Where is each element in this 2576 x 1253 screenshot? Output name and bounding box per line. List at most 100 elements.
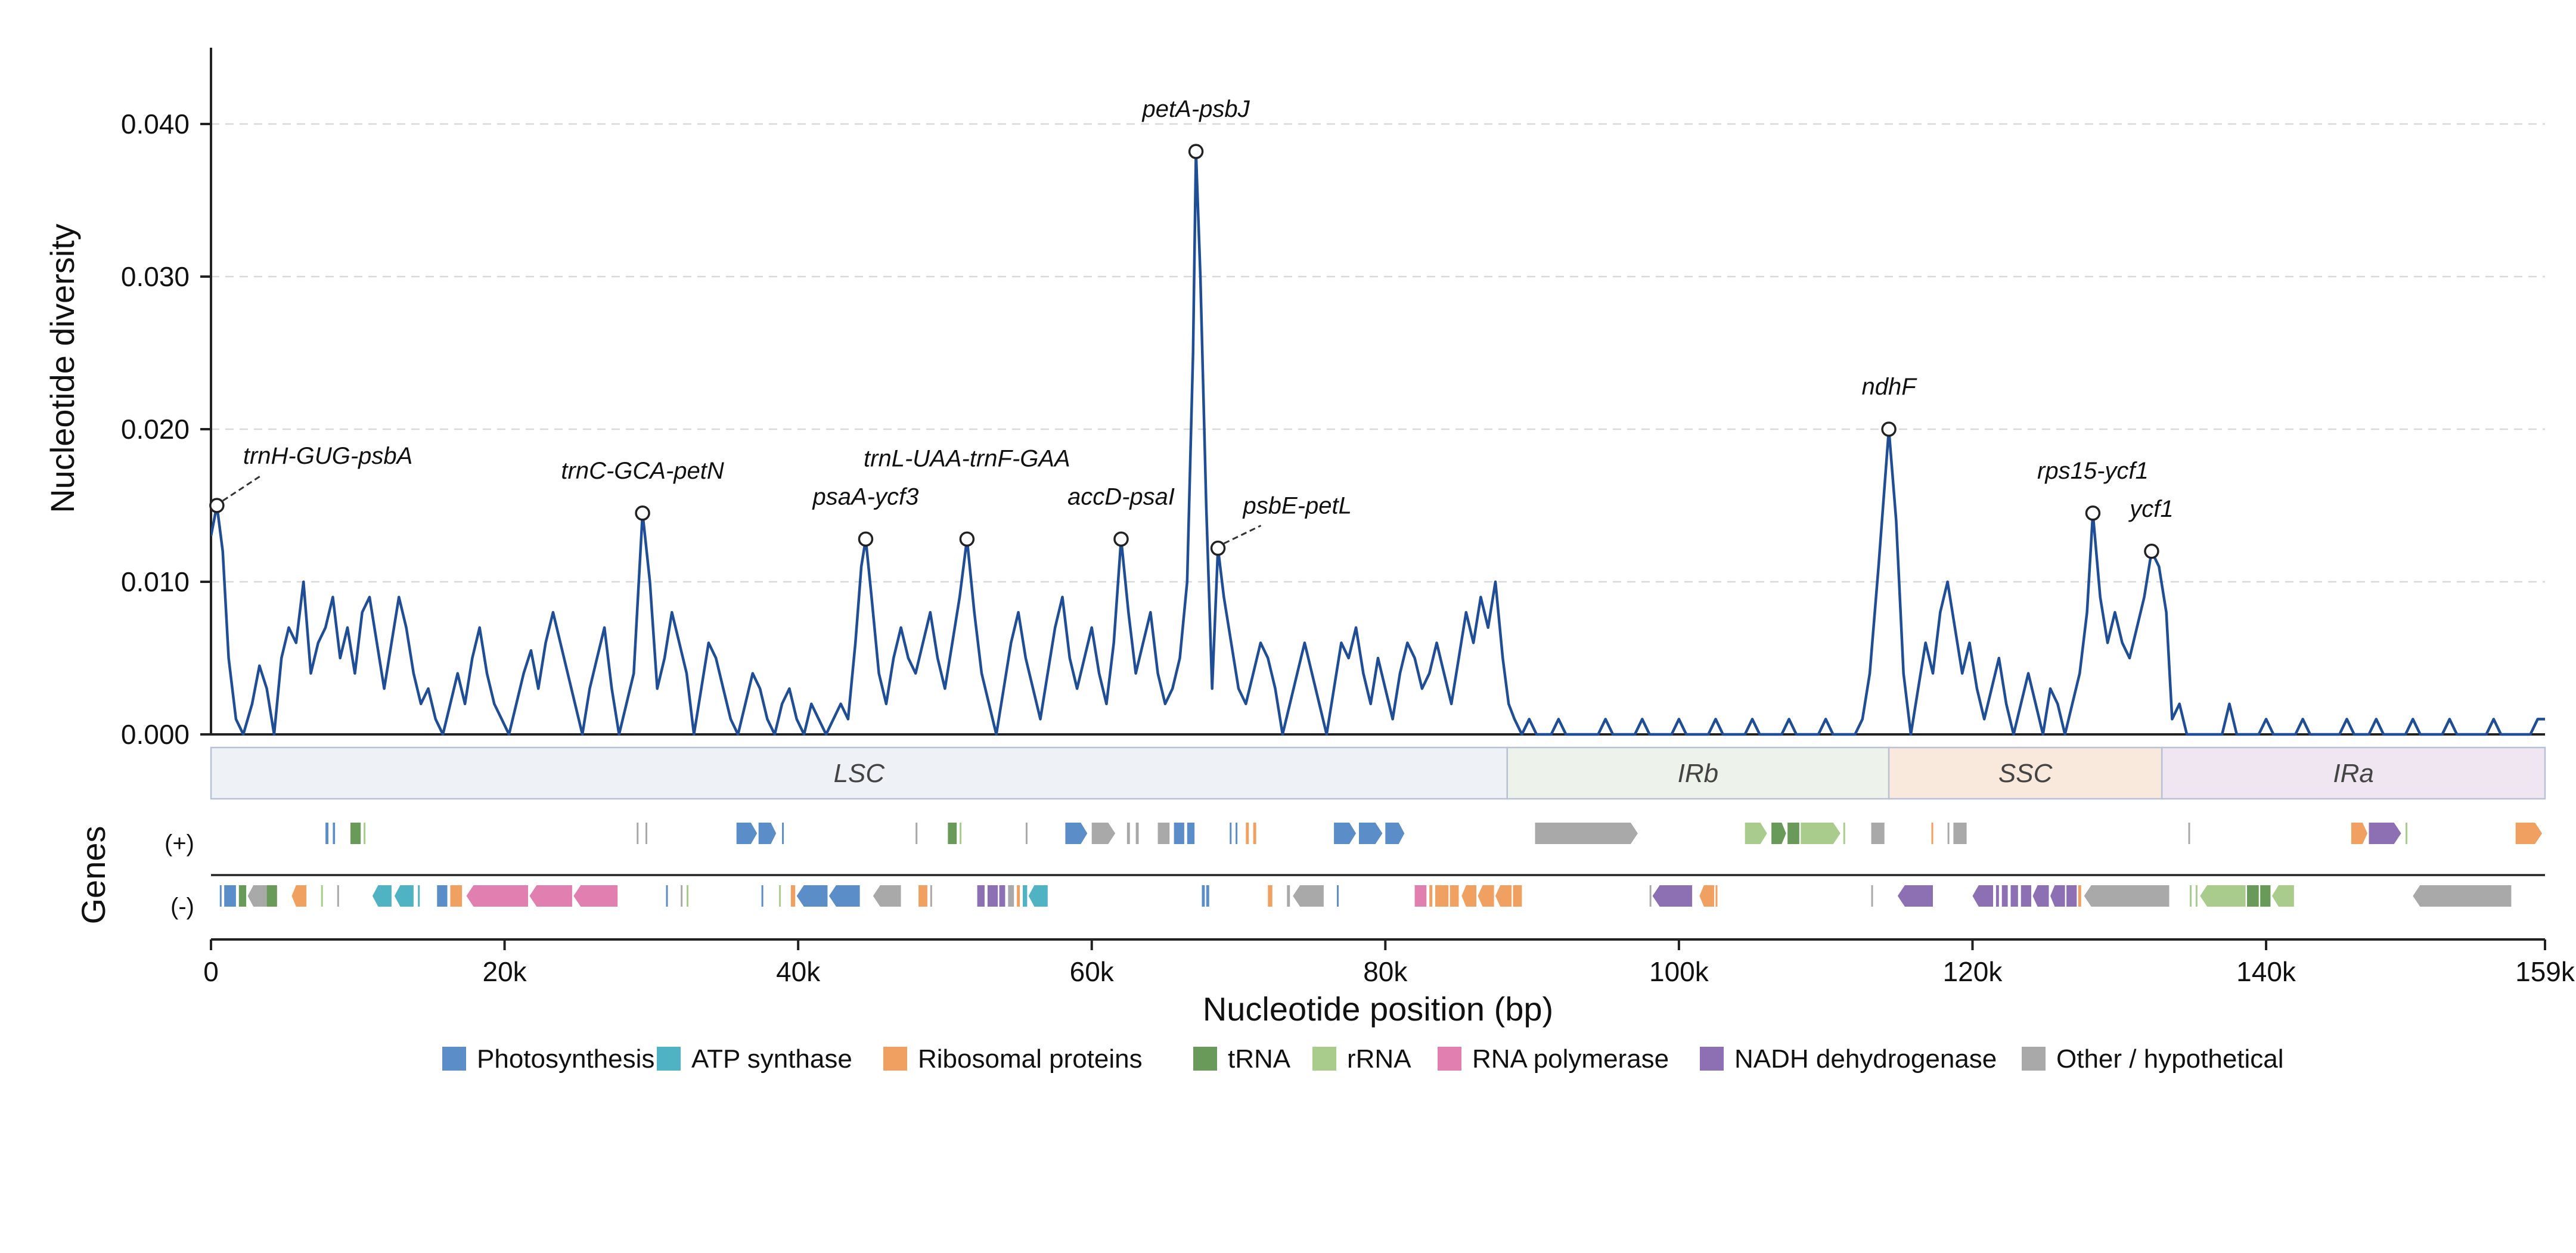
peak-marker [2085,505,2101,521]
peak-label: psaA-ycf3 [812,483,919,510]
gene-ribosomal [1268,885,1273,907]
gene-ndh [2032,885,2049,907]
gene-ribosomal [1495,885,1512,907]
x-tick-label: 0 [203,956,219,987]
gene-ndh [2021,885,2031,907]
legend-swatch-other [2022,1047,2046,1071]
diversity-series [211,150,2545,736]
peak-label: trnH-GUG-psbA [243,443,413,469]
annotation-leader [1223,525,1262,545]
gene-atp [418,885,420,907]
legend-label-ndh: NADH dehydrogenase [1734,1044,1997,1074]
strand-minus-label: (-) [170,894,194,920]
x-tick-label: 100k [1649,956,1709,987]
gene-photosynthesis [325,823,329,844]
gene-photosynthesis [736,823,758,844]
gene-other [1649,885,1652,907]
gene-other [1025,823,1028,844]
gene-photosynthesis [1334,823,1357,844]
gene-photosynthesis [1202,885,1205,907]
gene-other [1157,823,1170,844]
gene-rnapol [1414,885,1427,907]
region-box [1506,746,1890,800]
gene-photosynthesis [782,823,784,844]
gene-photosynthesis [1337,885,1339,907]
gene-other [337,885,339,907]
gene-ribosomal [1253,823,1256,844]
annotation-leader [222,474,262,502]
gene-ndh [977,885,985,907]
gene-other [1535,823,1638,844]
axes: 0.000 0.010 0.020 0.030 0.040 0 20k 40k 60k 80k 10… [121,48,2575,987]
gene-photosynthesis [1174,823,1184,844]
y-tick-label: 0.010 [121,566,190,597]
gene-other [1871,885,1873,907]
peak-marker [1113,531,1129,547]
gene-other [681,885,683,907]
legend-swatch-trna [1193,1047,1217,1071]
gene-ribosomal [1246,823,1249,844]
gene-rrna [1745,823,1767,844]
gene-rrna [960,823,962,844]
peak-annotations: trnH-GUG-psbA trnC-GCA-petN psaA-ycf3 trnL-… [209,96,2174,559]
gene-trna [1787,823,1799,844]
gene-ribosomal [291,885,307,907]
genes-track-title: Genes [75,826,112,925]
gene-photosynthesis [758,823,777,844]
gene-rrna [2271,885,2294,907]
gene-photosynthesis [1385,823,1405,844]
legend-swatch-ribosomal [883,1047,907,1071]
gene-other [1947,823,1950,844]
diversity-line [211,150,2545,736]
gene-atp [372,885,392,907]
gene-ribosomal [1699,885,1714,907]
gene-rrna [2200,885,2246,907]
gene-tracks [211,823,2545,907]
gene-photosynthesis [1236,823,1238,844]
y-tick-label: 0.040 [121,108,190,139]
gene-rrna [2406,823,2408,844]
gene-atp [394,885,414,907]
gene-ribosomal [1513,885,1522,907]
gene-ribosomal [450,885,463,907]
gene-other [1287,885,1290,907]
x-tick-label: 20k [482,956,527,987]
region-box [2161,746,2546,800]
gene-other [2413,885,2512,907]
region-label: IRb [1678,759,1718,788]
peak-marker [959,531,975,547]
gene-rnapol [529,885,572,907]
x-tick-label: 60k [1070,956,1115,987]
gene-other [637,823,639,844]
gene-other [1871,823,1885,844]
gene-ndh [999,885,1005,907]
gene-ribosomal [1429,885,1433,907]
gene-photosynthesis [666,885,668,907]
peak-label: petA-psbJ [1142,96,1250,122]
gene-photosynthesis [1065,823,1088,844]
gene-other [915,823,918,844]
legend-swatch-rrna [1312,1047,1336,1071]
gene-rrna [2195,885,2198,907]
y-tick-label: 0.000 [121,719,190,750]
region-label: IRa [2333,759,2373,788]
x-tick-label: 159k [2515,956,2575,987]
gene-photosynthesis [761,885,764,907]
gene-ndh [2369,823,2401,844]
gene-rrna [1801,823,1841,844]
gene-other [1126,823,1130,844]
gene-ribosomal [2351,823,2367,844]
gene-ndh [2010,885,2018,907]
gene-trna [1771,823,1786,844]
gene-ribosomal [2515,823,2543,844]
gene-rrna [1843,823,1845,844]
gene-other [930,885,932,907]
gene-trna [238,885,247,907]
gene-photosynthesis [828,885,860,907]
legend-swatch-atp [657,1047,681,1071]
legend-label-photosynthesis: Photosynthesis [477,1044,654,1074]
gene-photosynthesis [437,885,448,907]
legend-label-rnapol: RNA polymerase [1472,1044,1669,1074]
gene-other [1091,823,1116,844]
